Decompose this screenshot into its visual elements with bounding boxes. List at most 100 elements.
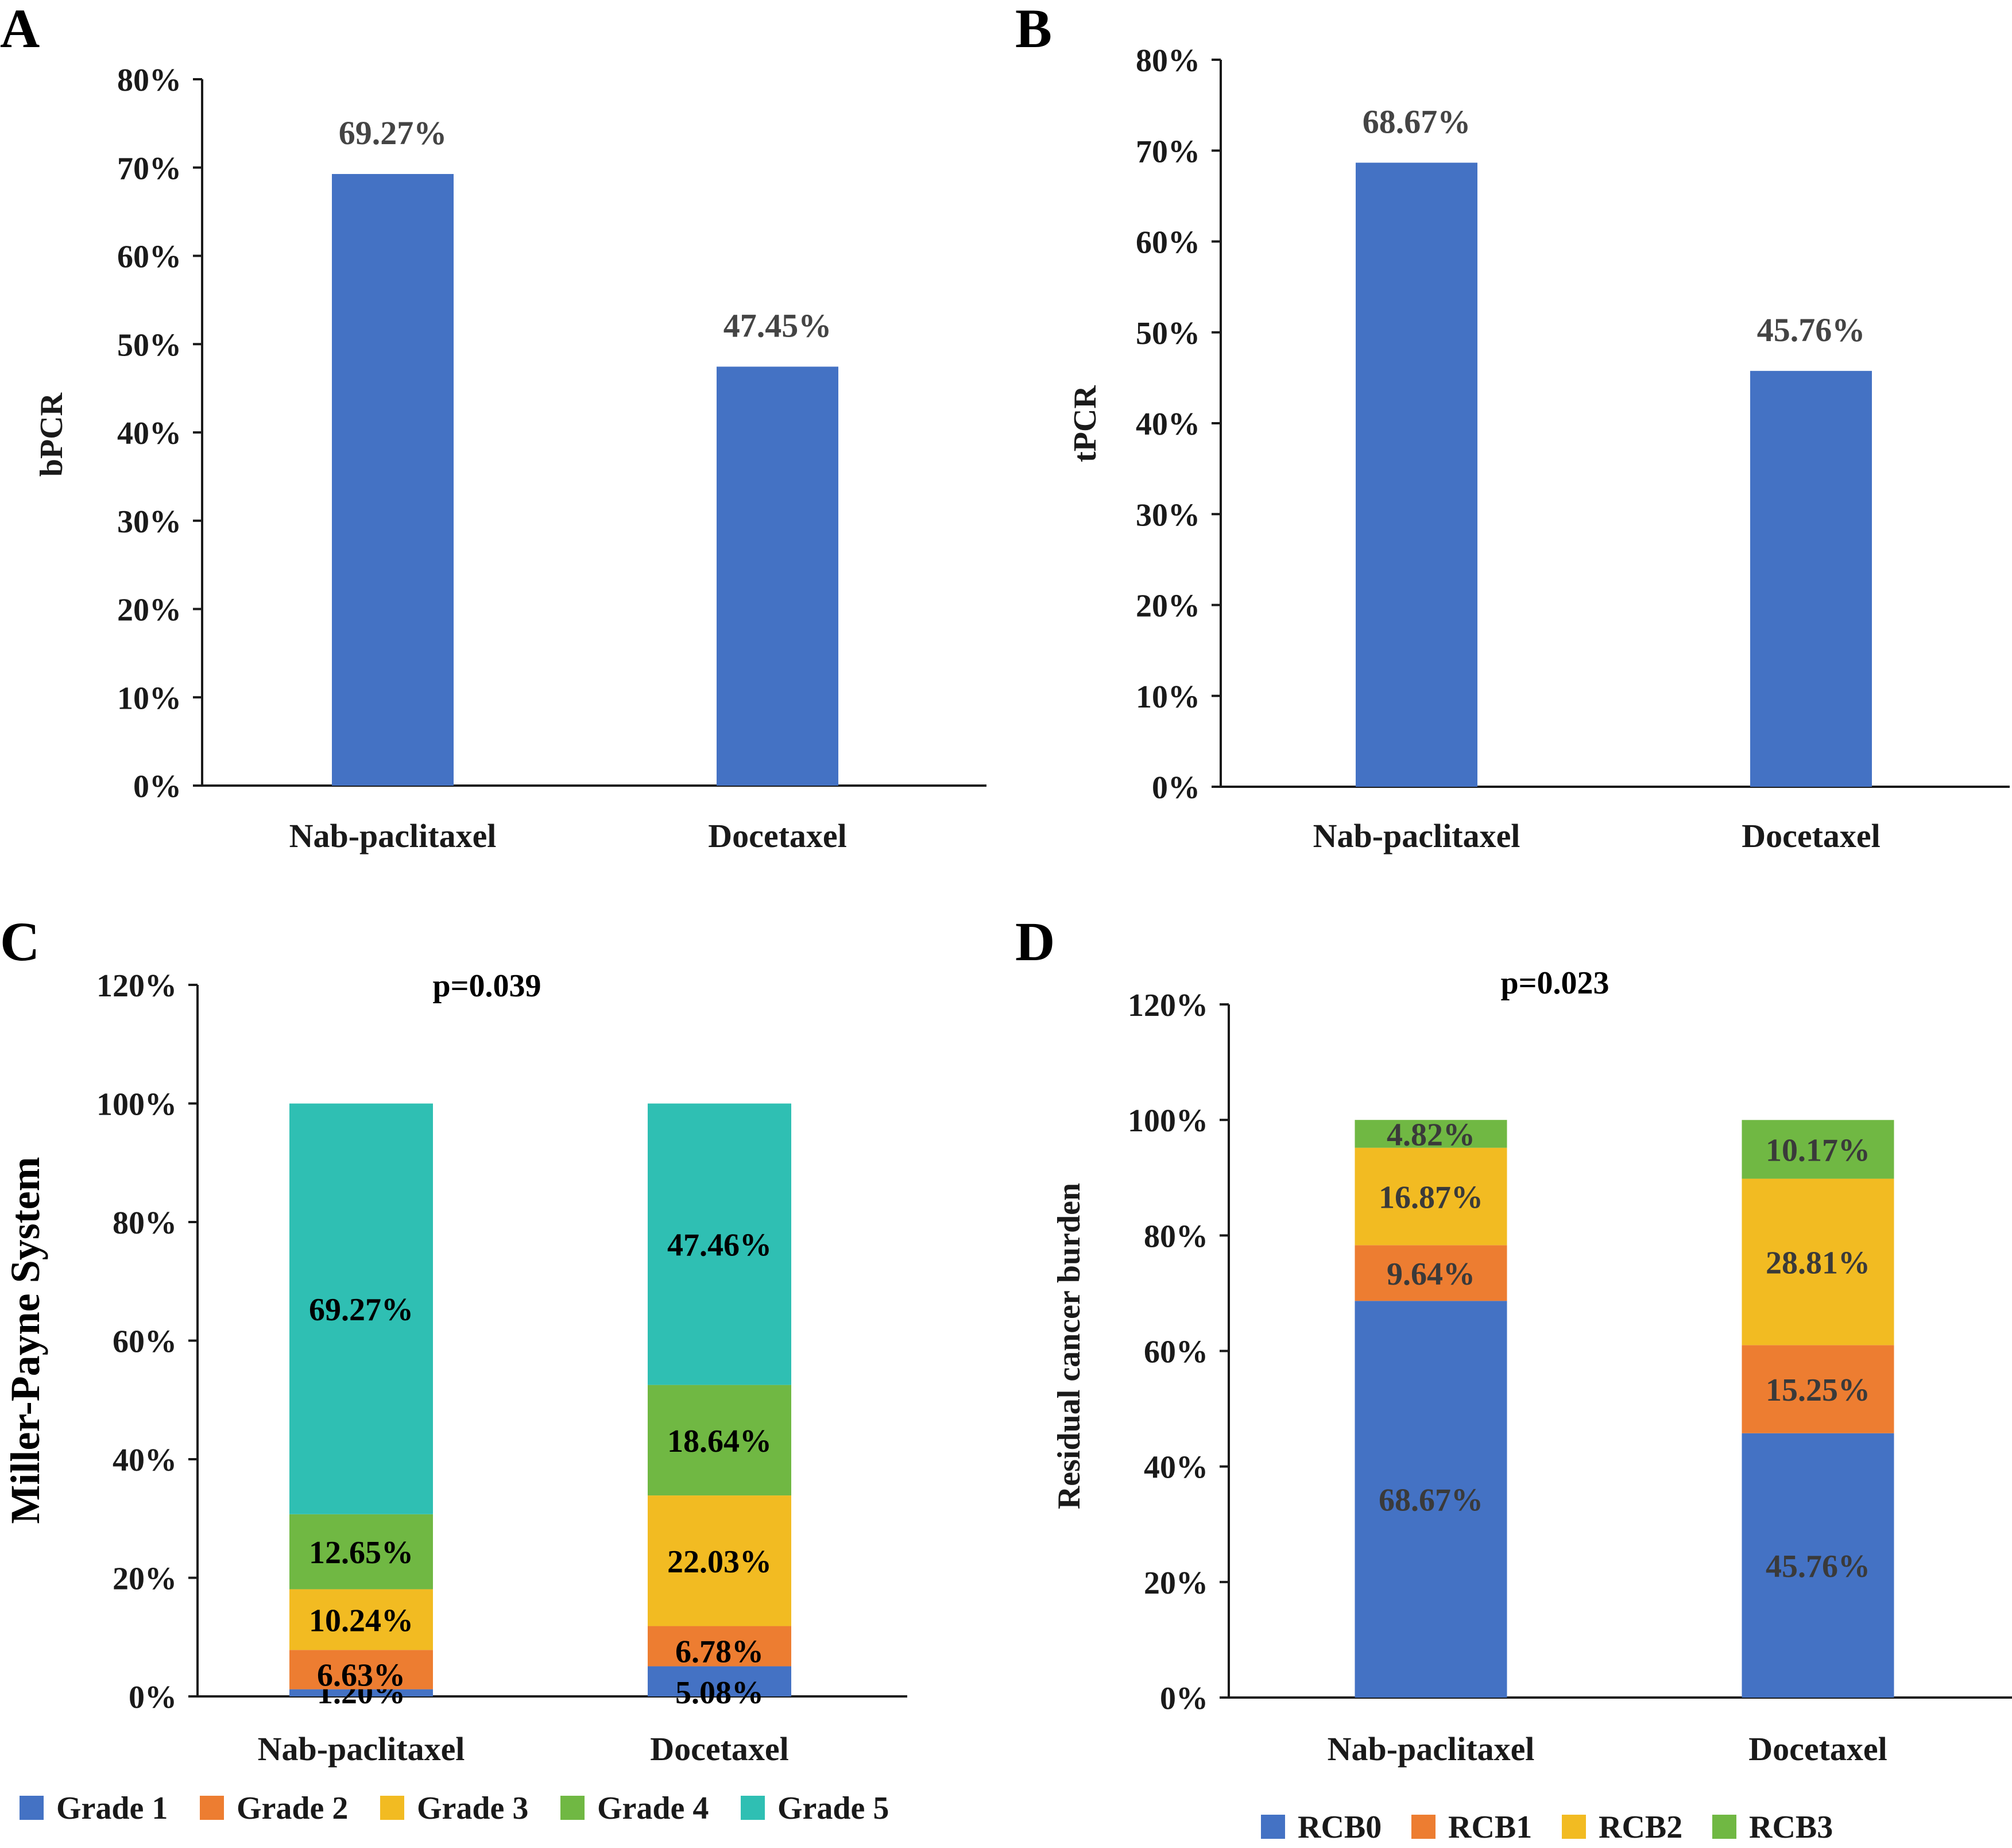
x-category-label: Docetaxel <box>1742 817 1881 855</box>
stacked-segment <box>648 1385 791 1496</box>
y-tick-label: 0% <box>1160 1681 1208 1716</box>
legend-label: Grade 5 <box>777 1791 889 1826</box>
stacked-segment <box>289 1689 433 1696</box>
y-tick-label: 20% <box>117 593 181 628</box>
y-tick-label: 120% <box>1128 988 1208 1023</box>
stacked-segment <box>1355 1120 1507 1148</box>
legend-swatch <box>1712 1815 1736 1839</box>
legend-swatch <box>741 1796 765 1820</box>
stacked-segment <box>1355 1245 1507 1301</box>
p-value-annotation: p=0.023 <box>1500 965 1609 1001</box>
y-tick-label: 0% <box>129 1680 177 1715</box>
segment-label: 6.63% <box>317 1657 405 1693</box>
stacked-segment <box>289 1514 433 1590</box>
segment-label: 47.46% <box>667 1228 772 1263</box>
segment-label: 22.03% <box>667 1544 772 1580</box>
legend-swatch <box>200 1796 224 1820</box>
bar <box>717 366 838 786</box>
panel-c: C 0% 20% 40% 60% 80% 100% 120% Miller-Payne Syst… <box>0 911 907 1826</box>
data-label: 45.76% <box>1757 311 1866 349</box>
data-label: 68.67% <box>1363 103 1471 140</box>
y-tick-label: 40% <box>113 1443 177 1478</box>
legend-swatch <box>1562 1815 1586 1839</box>
y-tick-label: 60% <box>113 1324 177 1360</box>
panel-a: A 0% 10% 20% 30% 40% 50% 60% 70% 80% bPCR Nab-pacli… <box>0 0 986 855</box>
stacked-segment <box>1355 1301 1507 1698</box>
stacked-segment <box>289 1650 433 1690</box>
y-tick-label: 80% <box>117 63 181 98</box>
legend-label: Grade 4 <box>597 1791 709 1826</box>
x-category-label: Nab-paclitaxel <box>1328 1730 1535 1768</box>
panel-letter: C <box>0 911 40 972</box>
x-category-label: Nab-paclitaxel <box>258 1730 465 1768</box>
stacked-segment <box>648 1626 791 1667</box>
stacked-segment <box>1742 1178 1894 1346</box>
x-category-label: Docetaxel <box>708 817 847 855</box>
x-category-label: Docetaxel <box>1748 1730 1887 1768</box>
y-tick-label: 70% <box>1136 134 1200 169</box>
data-label: 69.27% <box>339 114 447 152</box>
panel-letter: A <box>0 0 40 59</box>
y-tick-label: 30% <box>1136 497 1200 533</box>
x-category-label: Nab-paclitaxel <box>289 817 497 855</box>
y-tick-label: 20% <box>1136 589 1200 624</box>
y-axis-title: Residual cancer burden <box>1051 1183 1087 1509</box>
legend-label: Grade 2 <box>237 1791 348 1826</box>
y-tick-label: 50% <box>117 327 181 363</box>
y-tick-label: 40% <box>1144 1450 1208 1486</box>
stacked-segment <box>648 1103 791 1385</box>
segment-label: 10.24% <box>309 1603 413 1638</box>
legend-swatch <box>20 1796 44 1820</box>
legend-swatch <box>560 1796 585 1820</box>
y-tick-label: 30% <box>117 504 181 540</box>
y-tick-label: 40% <box>1136 407 1200 442</box>
segment-label: 4.82% <box>1387 1117 1475 1153</box>
y-tick-label: 10% <box>1136 679 1200 715</box>
y-axis-title: Miller-Payne System <box>2 1157 48 1524</box>
segment-label: 15.25% <box>1766 1373 1870 1408</box>
y-tick-label: 120% <box>96 968 177 1004</box>
stacked-segment <box>648 1495 791 1626</box>
y-tick-label: 60% <box>117 239 181 275</box>
y-tick-label: 20% <box>1144 1565 1208 1601</box>
legend-label: Grade 3 <box>417 1791 528 1826</box>
stacked-segment <box>1742 1345 1894 1433</box>
legend-label: RCB2 <box>1599 1810 1682 1845</box>
bar <box>332 173 454 786</box>
segment-label: 6.78% <box>675 1634 764 1670</box>
legend-swatch <box>1261 1815 1285 1839</box>
y-tick-label: 100% <box>1128 1103 1208 1139</box>
segment-label: 10.17% <box>1766 1132 1870 1168</box>
y-axis-title: tPCR <box>1067 385 1103 462</box>
y-tick-label: 10% <box>117 681 181 716</box>
stacked-segment <box>1355 1147 1507 1246</box>
stacked-segment <box>289 1589 433 1650</box>
stacked-segment <box>648 1666 791 1696</box>
segment-label: 28.81% <box>1766 1245 1870 1281</box>
x-category-label: Docetaxel <box>650 1730 789 1768</box>
y-tick-label: 20% <box>113 1561 177 1597</box>
legend-label: Grade 1 <box>56 1791 168 1826</box>
y-tick-label: 80% <box>1144 1219 1208 1254</box>
segment-label: 18.64% <box>667 1424 772 1459</box>
legend-swatch <box>1411 1815 1436 1839</box>
legend-label: RCB1 <box>1448 1810 1532 1845</box>
segment-label: 16.87% <box>1379 1180 1483 1215</box>
y-tick-label: 0% <box>133 769 181 805</box>
stacked-segment <box>1742 1120 1894 1179</box>
panel-letter: B <box>1015 0 1052 59</box>
y-tick-label: 0% <box>1152 770 1200 806</box>
y-tick-label: 40% <box>117 416 181 451</box>
stacked-segment <box>1742 1433 1894 1698</box>
y-tick-label: 70% <box>117 151 181 187</box>
data-label: 47.45% <box>723 307 832 344</box>
p-value-annotation: p=0.039 <box>432 968 541 1004</box>
y-tick-label: 100% <box>96 1087 177 1123</box>
segment-label: 12.65% <box>309 1535 413 1571</box>
y-tick-label: 80% <box>113 1205 177 1241</box>
panel-letter: D <box>1015 911 1055 972</box>
y-tick-label: 60% <box>1144 1335 1208 1370</box>
segment-label: 45.76% <box>1766 1549 1870 1584</box>
stacked-segment <box>289 1103 433 1514</box>
